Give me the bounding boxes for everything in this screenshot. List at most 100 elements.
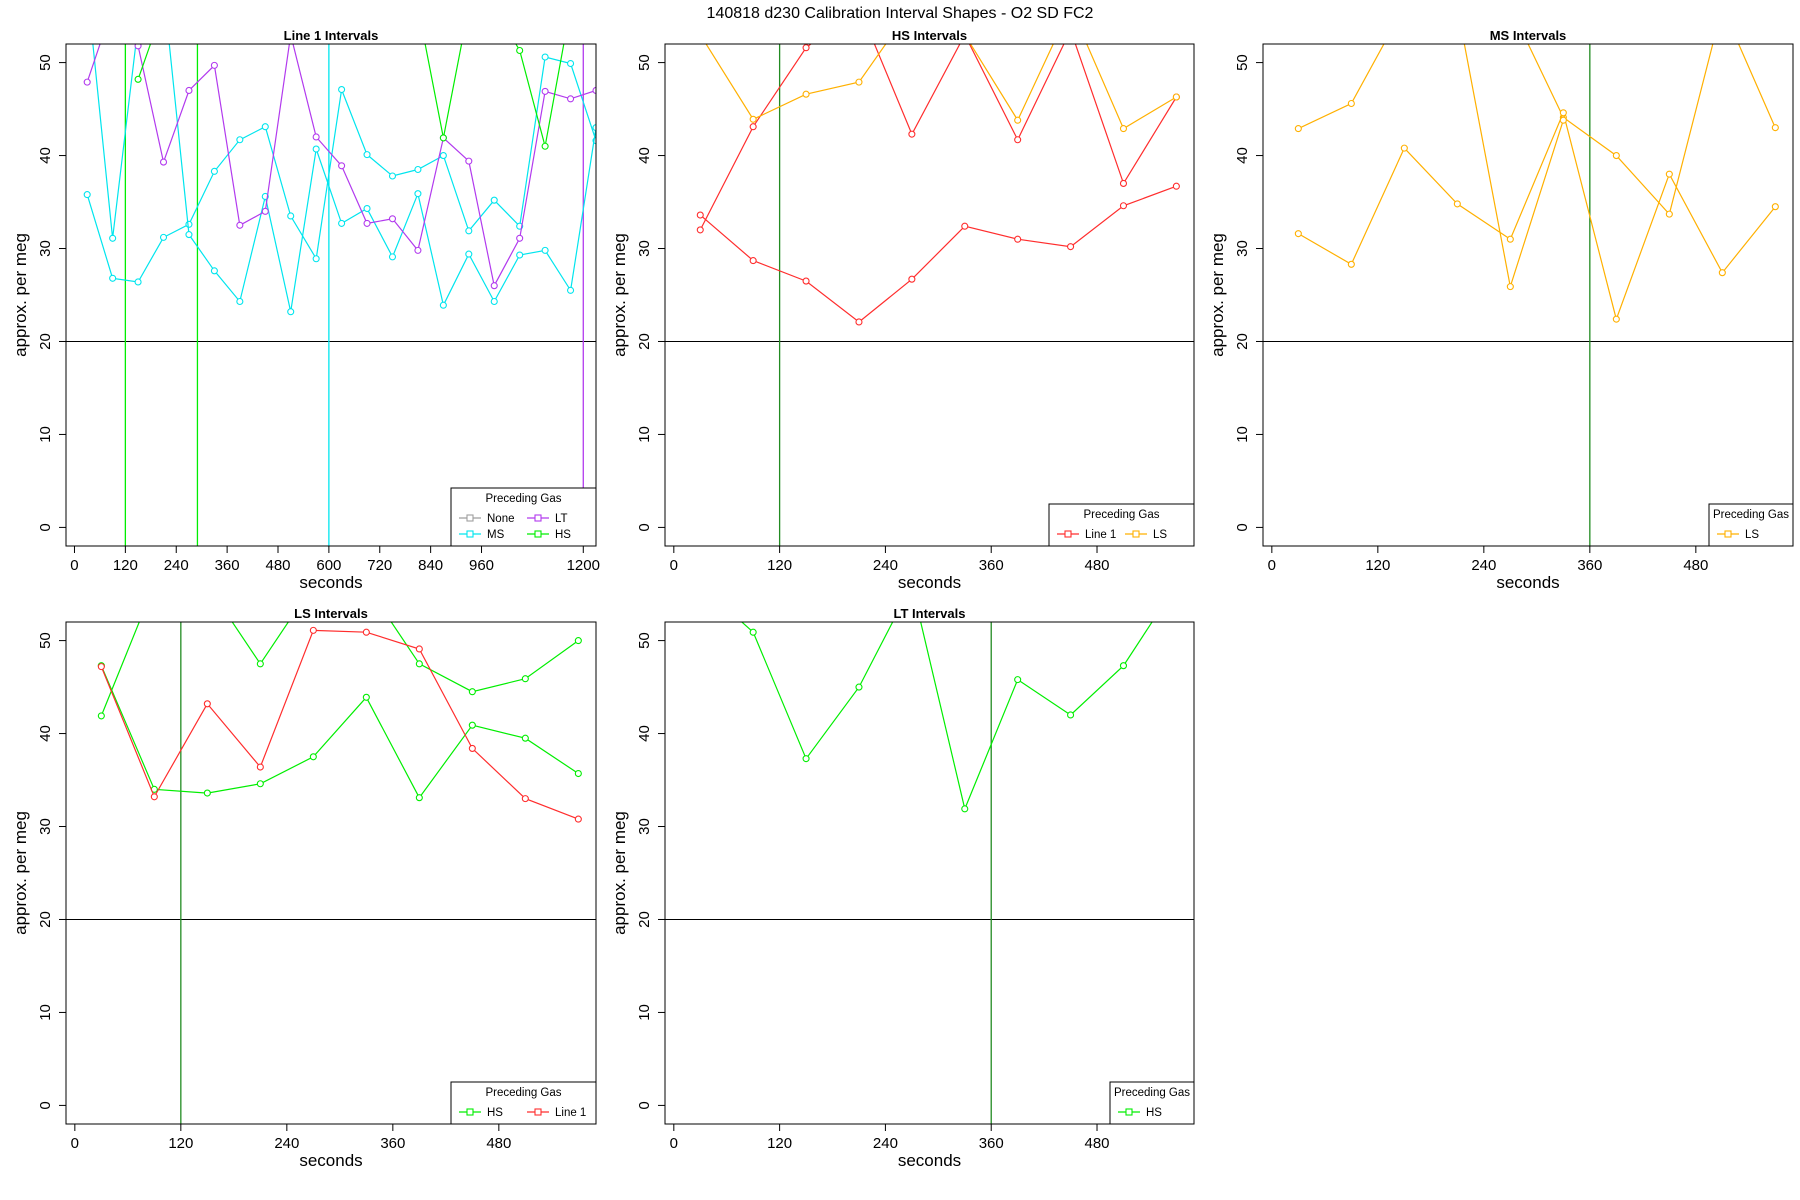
data-point bbox=[1014, 136, 1022, 144]
data-point bbox=[466, 4, 472, 10]
data-point bbox=[109, 274, 117, 282]
y-tick-label: 20 bbox=[37, 911, 54, 928]
data-point bbox=[696, 211, 704, 219]
legend-marker bbox=[466, 514, 474, 522]
data-point bbox=[541, 53, 549, 61]
x-tick-label: 360 bbox=[215, 557, 240, 574]
data-point bbox=[339, 4, 345, 10]
data-point bbox=[1119, 125, 1128, 133]
data-point bbox=[134, 75, 142, 83]
chart-panels: Line 1 Intervals 0 120 240 360 480 600 720 840 96… bbox=[11, 4, 1794, 1170]
y-axis-title: approx. per meg bbox=[11, 811, 30, 935]
data-point bbox=[802, 44, 810, 52]
x-tick-label: 120 bbox=[168, 1135, 193, 1152]
y-tick-label: 50 bbox=[636, 54, 653, 71]
data-point bbox=[415, 645, 423, 653]
plot-frame bbox=[664, 621, 1195, 1125]
data-point bbox=[185, 231, 193, 239]
data-point bbox=[159, 158, 168, 166]
data-point bbox=[185, 220, 193, 228]
plot-frame bbox=[65, 43, 597, 547]
data-point bbox=[414, 246, 422, 254]
data-point bbox=[211, 4, 217, 10]
plot-frame bbox=[65, 621, 597, 1125]
data-point bbox=[465, 157, 473, 165]
legend-marker bbox=[466, 1108, 474, 1116]
y-tick-label: 0 bbox=[1234, 523, 1251, 531]
data-point bbox=[749, 123, 757, 131]
data-point bbox=[1294, 230, 1302, 238]
data-point bbox=[567, 59, 575, 68]
data-point bbox=[1718, 269, 1726, 277]
data-point bbox=[491, 4, 497, 10]
data-point bbox=[697, 32, 703, 38]
legend-label: HS bbox=[555, 529, 571, 541]
data-point bbox=[363, 582, 369, 588]
x-axis-title: seconds bbox=[299, 573, 362, 592]
legend-box bbox=[1708, 503, 1794, 547]
x-tick-label: 240 bbox=[164, 557, 189, 574]
chart-panel: HS Intervals 0 120 240 360 480 0 10 20 30 40 50 seco… bbox=[610, 28, 1195, 592]
data-point bbox=[465, 250, 473, 258]
legend-title: Preceding Gas bbox=[1713, 509, 1789, 521]
data-point bbox=[261, 123, 269, 131]
data-point bbox=[439, 152, 447, 160]
legend-title: Preceding Gas bbox=[1083, 509, 1159, 521]
y-tick-label: 10 bbox=[37, 426, 54, 443]
y-tick-label: 40 bbox=[37, 147, 54, 164]
data-point bbox=[592, 124, 596, 132]
x-axis-title: seconds bbox=[1496, 573, 1559, 592]
y-tick-label: 50 bbox=[37, 632, 54, 649]
y-tick-label: 30 bbox=[37, 240, 54, 257]
data-point bbox=[855, 318, 863, 326]
legend-label: None bbox=[487, 513, 515, 525]
x-tick-label: 360 bbox=[380, 1135, 405, 1152]
y-tick-label: 20 bbox=[1234, 333, 1251, 350]
data-point bbox=[961, 805, 969, 813]
legend-marker bbox=[1064, 530, 1072, 538]
legend-label: MS bbox=[487, 529, 505, 541]
legend-box bbox=[1048, 503, 1195, 547]
series-line bbox=[705, 44, 1177, 130]
data-point bbox=[908, 130, 916, 138]
data-point bbox=[468, 688, 476, 696]
legend-box bbox=[1109, 1081, 1195, 1125]
y-tick-label: 10 bbox=[1234, 426, 1251, 443]
data-point bbox=[185, 86, 193, 95]
data-point bbox=[749, 257, 757, 265]
legend-marker bbox=[1125, 1108, 1133, 1116]
data-point bbox=[439, 301, 447, 309]
series-line bbox=[1297, 110, 1776, 322]
data-point bbox=[210, 61, 218, 69]
chart-panel: Line 1 Intervals 0 120 240 360 480 600 720 840 96… bbox=[11, 4, 600, 592]
data-point bbox=[749, 115, 757, 123]
x-tick-label: 0 bbox=[71, 1135, 79, 1152]
data-point bbox=[1173, 582, 1179, 588]
data-point bbox=[210, 167, 218, 175]
data-point bbox=[855, 683, 863, 691]
data-point bbox=[1453, 200, 1461, 208]
x-tick-label: 480 bbox=[486, 1135, 511, 1152]
x-tick-label: 240 bbox=[873, 1135, 898, 1152]
data-point bbox=[363, 204, 371, 213]
x-tick-label: 120 bbox=[113, 557, 138, 574]
x-tick-label: 0 bbox=[70, 557, 78, 574]
y-tick-label: 40 bbox=[636, 147, 653, 164]
series-line bbox=[100, 622, 579, 717]
legend-label: LT bbox=[555, 513, 568, 525]
y-tick-label: 0 bbox=[636, 1101, 653, 1109]
data-point bbox=[312, 145, 320, 153]
data-point bbox=[134, 278, 142, 286]
data-point bbox=[516, 234, 524, 242]
data-point bbox=[363, 219, 371, 227]
y-axis-title: approx. per meg bbox=[1208, 233, 1227, 357]
series-line bbox=[740, 622, 1153, 811]
data-point bbox=[1612, 152, 1620, 160]
data-point bbox=[388, 172, 397, 180]
data-point bbox=[1347, 99, 1355, 108]
data-point bbox=[592, 86, 596, 95]
data-point bbox=[1719, 4, 1725, 10]
data-point bbox=[468, 721, 476, 729]
plot-area bbox=[66, 4, 596, 546]
y-tick-label: 40 bbox=[636, 725, 653, 742]
